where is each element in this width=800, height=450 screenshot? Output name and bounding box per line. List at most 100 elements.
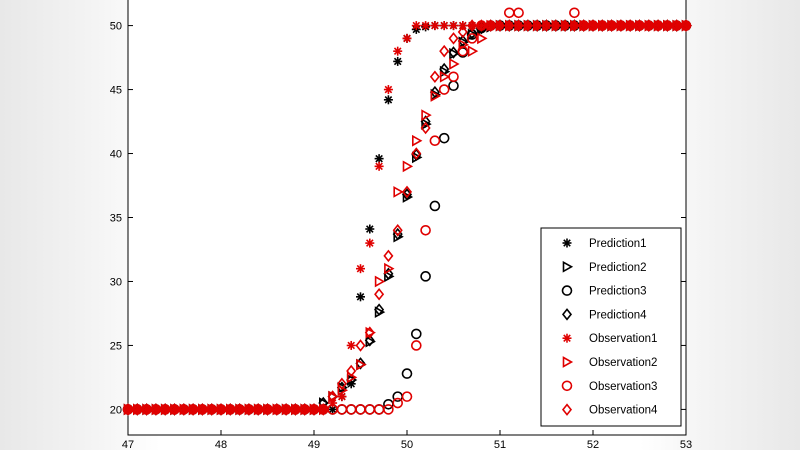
marker-shape <box>606 19 617 32</box>
marker-shape <box>401 368 413 379</box>
data-point <box>569 19 580 32</box>
marker-shape <box>541 19 552 32</box>
data-point <box>318 403 329 416</box>
data-point <box>662 19 673 32</box>
data-point <box>429 85 440 99</box>
marker-stroke <box>449 21 458 30</box>
data-point <box>449 58 460 70</box>
marker-shape <box>401 391 413 402</box>
data-point <box>429 135 441 147</box>
marker-shape <box>420 224 431 236</box>
x-tick-label: 50 <box>401 439 413 450</box>
marker-shape <box>290 403 301 416</box>
data-point <box>438 132 450 144</box>
marker-stroke <box>440 21 449 30</box>
data-point <box>188 403 199 416</box>
marker-stroke <box>384 85 393 94</box>
data-point <box>569 7 580 19</box>
marker-stroke <box>365 239 374 247</box>
marker-shape <box>281 403 292 416</box>
marker-shape <box>457 25 468 39</box>
legend-marker <box>561 285 573 296</box>
data-point <box>225 403 236 416</box>
data-point <box>197 403 208 416</box>
marker-stroke <box>563 239 571 247</box>
data-point <box>178 403 189 416</box>
marker-shape <box>561 308 573 321</box>
marker-stroke <box>338 392 346 401</box>
marker-shape <box>467 19 478 32</box>
data-point <box>421 21 431 31</box>
legend: Prediction1 Prediction2 Prediction3 Predict… <box>540 227 682 427</box>
data-point <box>578 19 589 32</box>
data-point <box>643 19 654 32</box>
marker-shape <box>178 403 189 416</box>
marker-stroke <box>393 47 402 55</box>
marker-shape <box>160 403 171 416</box>
data-point <box>402 33 412 43</box>
data-point <box>671 19 682 32</box>
marker-stroke <box>563 334 571 343</box>
data-point <box>532 19 543 32</box>
legend-label: Prediction4 <box>589 309 647 321</box>
marker-shape <box>562 356 574 368</box>
marker-shape <box>466 33 478 44</box>
marker-shape <box>318 403 329 416</box>
y-tick-label: 25 <box>110 340 122 352</box>
data-point <box>458 21 468 31</box>
marker-shape <box>197 403 208 416</box>
marker-shape <box>346 364 357 378</box>
legend-label: Observation4 <box>589 405 658 417</box>
marker-shape <box>141 403 152 416</box>
data-point <box>365 224 375 234</box>
marker-shape <box>643 19 654 32</box>
legend-marker <box>561 380 573 392</box>
marker-shape <box>569 19 580 32</box>
data-point <box>393 56 403 66</box>
legend-label: Prediction1 <box>589 238 647 250</box>
data-point <box>587 19 599 32</box>
data-point <box>420 121 431 135</box>
legend-marker <box>562 356 574 368</box>
marker-shape <box>680 19 692 32</box>
marker-shape <box>206 403 217 416</box>
data-point <box>253 403 264 416</box>
marker-shape <box>374 275 386 288</box>
data-point <box>374 154 384 164</box>
marker-stroke <box>384 95 393 104</box>
marker-shape <box>448 71 459 83</box>
data-point <box>290 403 301 416</box>
data-point <box>504 19 515 32</box>
data-point <box>374 275 386 288</box>
marker-shape <box>671 19 682 32</box>
data-point <box>429 70 440 84</box>
marker-shape <box>467 45 479 58</box>
marker-shape <box>532 19 543 32</box>
data-point <box>365 238 375 248</box>
marker-shape <box>429 200 441 212</box>
marker-shape <box>402 160 414 173</box>
marker-shape <box>429 70 440 84</box>
data-point <box>271 403 282 416</box>
marker-stroke <box>356 264 365 273</box>
data-point <box>439 70 451 83</box>
marker-stroke <box>375 162 383 171</box>
data-point <box>634 19 645 32</box>
data-point <box>402 160 414 173</box>
series-observation4 <box>122 19 692 416</box>
x-tick-label: 47 <box>122 439 134 450</box>
data-point <box>411 21 421 31</box>
marker-shape <box>188 403 199 416</box>
data-point <box>476 19 487 32</box>
marker-shape <box>522 19 533 32</box>
data-point <box>401 185 413 199</box>
marker-shape <box>392 397 404 409</box>
data-point <box>615 19 626 32</box>
marker-shape <box>410 340 422 351</box>
data-point <box>430 90 442 102</box>
data-point <box>384 262 395 275</box>
data-point <box>429 200 441 212</box>
data-point <box>355 339 366 352</box>
x-tick-label: 48 <box>215 439 227 450</box>
legend-label: Observation2 <box>589 357 657 369</box>
